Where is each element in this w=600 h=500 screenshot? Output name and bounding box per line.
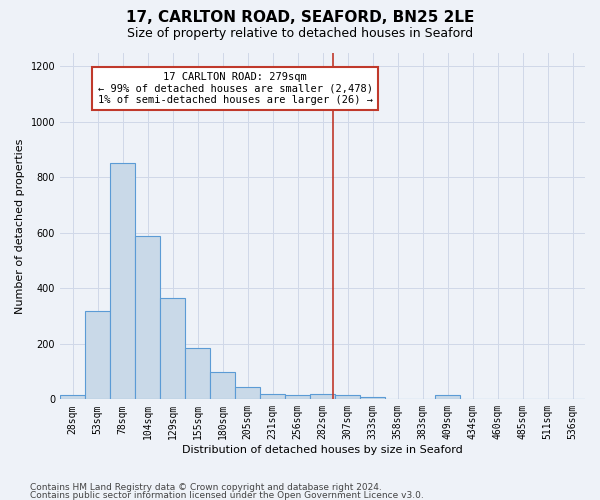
Bar xyxy=(60,395,85,400)
Bar xyxy=(135,236,160,400)
Bar xyxy=(360,396,385,400)
Bar xyxy=(260,394,285,400)
Text: Size of property relative to detached houses in Seaford: Size of property relative to detached ho… xyxy=(127,28,473,40)
X-axis label: Distribution of detached houses by size in Seaford: Distribution of detached houses by size … xyxy=(182,445,463,455)
Bar xyxy=(435,395,460,400)
Text: 17 CARLTON ROAD: 279sqm
← 99% of detached houses are smaller (2,478)
1% of semi-: 17 CARLTON ROAD: 279sqm ← 99% of detache… xyxy=(98,72,373,105)
Bar xyxy=(85,310,110,400)
Text: Contains HM Land Registry data © Crown copyright and database right 2024.: Contains HM Land Registry data © Crown c… xyxy=(30,484,382,492)
Bar xyxy=(110,164,135,400)
Bar xyxy=(160,298,185,400)
Bar xyxy=(335,395,360,400)
Bar xyxy=(310,394,335,400)
Text: 17, CARLTON ROAD, SEAFORD, BN25 2LE: 17, CARLTON ROAD, SEAFORD, BN25 2LE xyxy=(126,10,474,25)
Text: Contains public sector information licensed under the Open Government Licence v3: Contains public sector information licen… xyxy=(30,490,424,500)
Y-axis label: Number of detached properties: Number of detached properties xyxy=(15,138,25,314)
Bar xyxy=(185,348,210,400)
Bar xyxy=(285,395,310,400)
Bar xyxy=(210,372,235,400)
Bar xyxy=(235,387,260,400)
